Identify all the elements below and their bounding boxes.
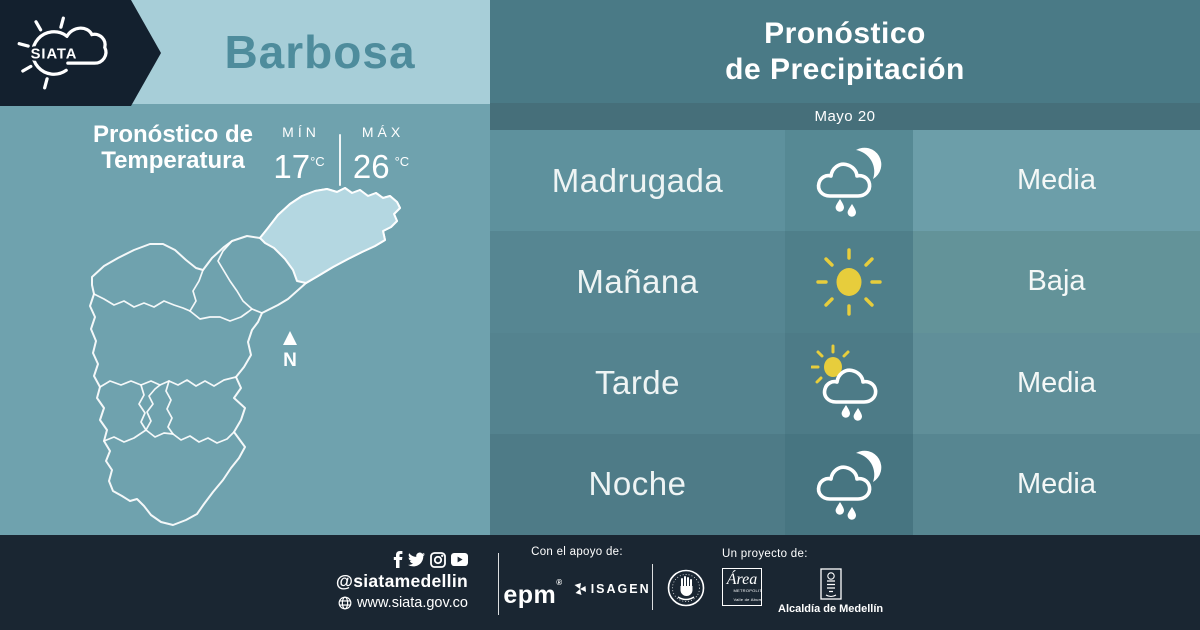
forecast-date: Mayo 20 (814, 108, 876, 125)
north-label: N (283, 350, 297, 371)
table-row-manana: Mañana Baja (490, 231, 1200, 333)
municipality-name: Barbosa (224, 26, 416, 78)
facebook-icon[interactable] (393, 551, 403, 568)
temperature-title: Pronóstico de Temperatura (78, 122, 268, 174)
level-value: Media (913, 433, 1200, 535)
social-handle[interactable]: @siatamedellin (335, 571, 468, 591)
isagen-wordmark: ISAGEN (590, 582, 651, 596)
alcaldia-logo: Alcaldía de Medellín (778, 568, 883, 615)
temperature-panel: Pronóstico de Temperatura MÍN 17°C MÁX 2… (0, 104, 490, 535)
period-label: Tarde (490, 332, 785, 434)
alcaldia-label: Alcaldía de Medellín (778, 603, 884, 615)
max-value: 26 °C (352, 148, 410, 185)
period-label: Madrugada (490, 130, 785, 232)
min-label: MÍN (282, 124, 320, 140)
sun-icon (785, 231, 913, 333)
table-row-tarde: Tarde Media (490, 332, 1200, 434)
table-row-madrugada: Madrugada Media (490, 130, 1200, 232)
website-row[interactable]: www.siata.gov.co (320, 595, 468, 611)
website-url[interactable]: www.siata.gov.co (357, 595, 468, 611)
table-row-noche: Noche Media (490, 433, 1200, 535)
period-label: Mañana (490, 231, 785, 333)
siata-wordmark: SIATA (31, 47, 78, 63)
siata-logo-badge: SIATA (0, 0, 161, 106)
period-label: Noche (490, 433, 785, 535)
precipitation-header: Pronóstico de Precipitación (490, 0, 1200, 103)
minmax-divider (339, 134, 341, 186)
aburra-valley-map: N (89, 187, 401, 526)
project-label: Un proyecto de: (722, 548, 808, 560)
level-value: Media (913, 332, 1200, 434)
precipitation-table: Madrugada Media Mañana (490, 130, 1200, 535)
date-band: Mayo 20 (490, 103, 1200, 130)
instagram-icon[interactable] (430, 551, 446, 568)
highlighted-municipality-barbosa (259, 187, 401, 284)
footer-divider (498, 553, 499, 615)
temperature-title-line2: Temperatura (101, 147, 245, 174)
precipitation-title-line1: Pronóstico (764, 16, 926, 50)
isagen-logo: ISAGEN (572, 581, 651, 597)
globe-icon (338, 596, 352, 610)
max-label: MÁX (361, 124, 405, 140)
sun-rain-icon (785, 332, 913, 434)
youtube-icon[interactable] (451, 553, 468, 566)
siata-sun-cloud-icon: SIATA (17, 16, 108, 90)
level-value: Baja (913, 231, 1200, 333)
university-seal-logo (667, 569, 705, 607)
twitter-icon[interactable] (408, 551, 425, 568)
level-value: Media (913, 130, 1200, 232)
epm-logo: epm® (503, 578, 563, 609)
support-block: Con el apoyo de: epm® ISAGEN (503, 546, 651, 609)
precipitation-title-line2: de Precipitación (725, 52, 965, 86)
footer-divider (652, 564, 653, 610)
area-metropolitana-logo: Área METROPOLITANA Valle de Aburrá (722, 568, 762, 606)
rain-moon-icon (785, 130, 913, 232)
isagen-pinwheel-icon (574, 583, 586, 595)
rain-moon-icon (785, 433, 913, 535)
temperature-title-line1: Pronóstico de (92, 121, 254, 148)
social-block: @siatamedellin www.siata.gov.co (320, 551, 468, 611)
project-block: Un proyecto de: Área METROPOLITANA Valle… (722, 548, 883, 615)
footer: @siatamedellin www.siata.gov.co Con el a… (0, 535, 1200, 630)
alcaldia-emblem-icon (819, 568, 842, 600)
support-label: Con el apoyo de: (531, 546, 623, 558)
north-arrow-icon: N (283, 331, 297, 371)
temperature-minmax: MÍN 17°C MÁX 26 °C (268, 124, 412, 186)
min-value: 17°C (273, 148, 325, 185)
